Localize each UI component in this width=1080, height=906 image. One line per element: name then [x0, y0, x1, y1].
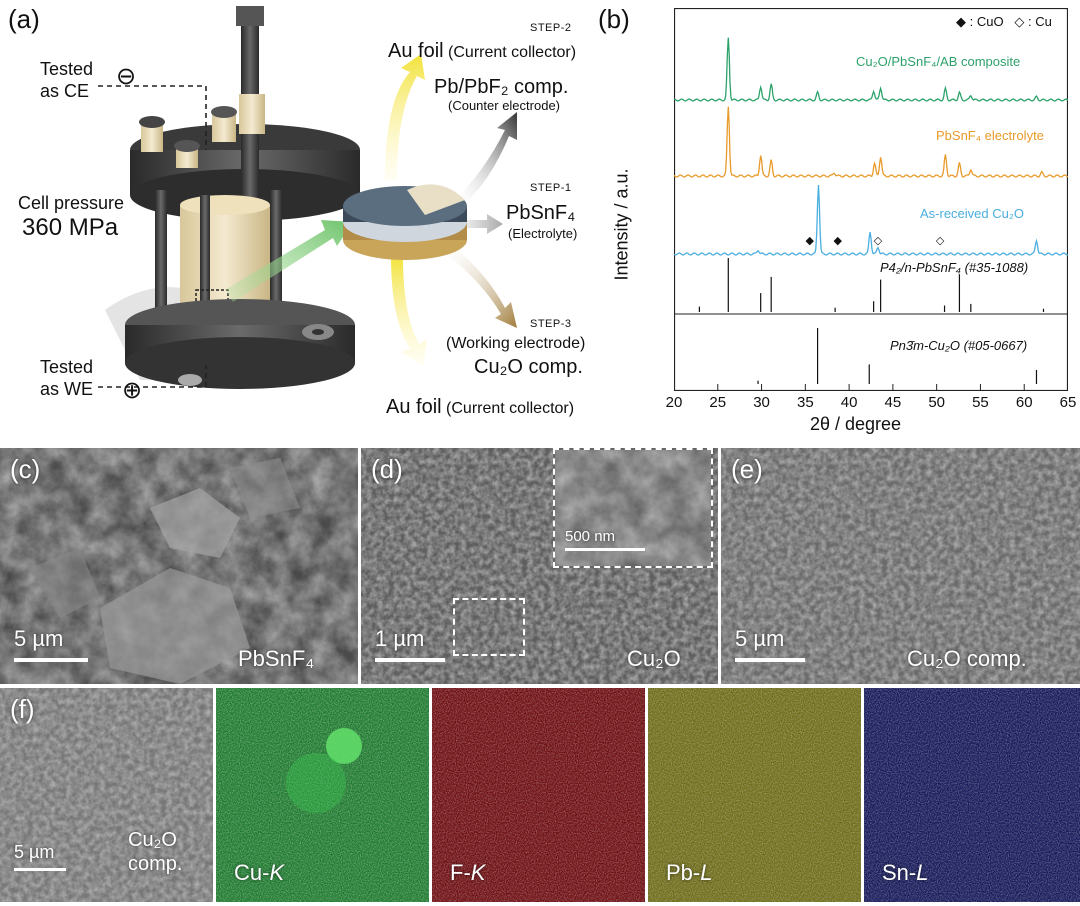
- cell-stack-diagram: [225, 54, 517, 366]
- counter-electrode-note: (Counter electrode): [448, 98, 560, 113]
- y-axis-label: Intensity / a.u.: [611, 168, 632, 281]
- legend-cuo-cu: ◆ : CuO ◇ : Cu: [956, 14, 1052, 30]
- scale-label-c: 5 µm: [14, 626, 64, 651]
- xrd-series-2: [674, 184, 1068, 256]
- pb-comp-label: Pb/PbF₂ comp.: [434, 76, 569, 98]
- xrd-series-1: [674, 106, 1068, 178]
- cu2o-comp-label: Cu₂O comp.: [474, 356, 583, 378]
- legend-cuo: ◆ : CuO: [956, 14, 1004, 29]
- series-label-electrolyte: PbSnF₄ electrolyte: [936, 128, 1044, 143]
- x-tick-label-60: 60: [1015, 394, 1033, 411]
- x-tick-labels: 20 25 30 35 40 45 50 55 60 65: [666, 394, 1077, 414]
- y-axis-label-wrap: Intensity / a.u.: [612, 94, 632, 354]
- x-tick-label-25: 25: [709, 394, 727, 411]
- inset-scale-bar: [565, 548, 645, 551]
- working-electrode-note: (Working electrode): [446, 335, 586, 352]
- eds-sem-image: (f) 5 µm Cu₂O comp.: [0, 688, 213, 902]
- step-2-label: STEP-2: [530, 22, 572, 34]
- sem-image-cu2o-comp: (e) 5 µm Cu₂O comp.: [721, 448, 1080, 684]
- marker-cu-0: ◇: [874, 235, 883, 247]
- panel-a-label: (a): [8, 4, 40, 34]
- tested-leads: [98, 85, 207, 388]
- series-label-cu2o: As-received Cu₂O: [920, 206, 1025, 221]
- sample-name-d: Cu₂O: [627, 646, 681, 671]
- minus-circle-icon: ⊖: [116, 63, 137, 90]
- scale-bar-f: [14, 868, 66, 871]
- marker-cu-1: ◇: [936, 235, 945, 247]
- panel-b-label: (b): [598, 4, 630, 34]
- ref-label-pbsnf4: P4₂/n-PbSnF₄ (#35-1088): [880, 260, 1029, 275]
- series-label-composite: Cu₂O/PbSnF₄/AB composite: [856, 54, 1021, 69]
- scale-bar-c: [14, 658, 88, 662]
- eds-label-f: F-K: [450, 860, 486, 885]
- tested-as-we-label: Tested as WE: [40, 357, 94, 399]
- marker-cuo-0: ◆: [805, 235, 814, 247]
- zoom-region-box: [453, 598, 525, 656]
- panel-e-label: (e): [731, 454, 763, 484]
- x-tick-label-50: 50: [928, 394, 945, 411]
- plus-circle-icon: ⊕: [122, 377, 143, 404]
- marker-cuo-1: ◆: [833, 235, 842, 247]
- eds-map-cu: Cu-K: [216, 688, 429, 902]
- eds-map-pb: Pb-L: [648, 688, 861, 902]
- cell-pressure-label: Cell pressure: [18, 193, 125, 213]
- scale-bar-d: [375, 658, 445, 662]
- scale-label-e: 5 µm: [735, 626, 785, 651]
- sem-image-cu2o: (d) 500 nm 1 µm Cu₂O: [361, 448, 718, 684]
- au-foil-top-label: Au foil (Current collector): [388, 40, 577, 62]
- tested-as-ce-label: Tested as CE: [40, 59, 94, 101]
- x-tick-label-35: 35: [796, 394, 814, 411]
- x-axis-label: 2θ / degree: [810, 414, 902, 434]
- panel-c-label: (c): [10, 454, 41, 484]
- scale-label-f: 5 µm: [14, 842, 55, 862]
- sample-name-c: PbSnF₄: [238, 646, 315, 671]
- eds-label-sn: Sn-L: [882, 860, 929, 885]
- eds-label-cu: Cu-K: [234, 860, 285, 885]
- step-3-label: STEP-3: [530, 318, 572, 330]
- x-tick-label-65: 65: [1059, 394, 1077, 411]
- ref-label-cu2o: Pn3̄m-Cu₂O (#05-0667): [890, 338, 1028, 353]
- x-tick-label-40: 40: [840, 394, 858, 411]
- panel-f-label: (f): [10, 694, 35, 724]
- electrolyte-note: (Electrolyte): [508, 226, 578, 241]
- legend-cu: ◇ : Cu: [1014, 14, 1052, 29]
- eds-label-pb: Pb-L: [666, 860, 713, 885]
- sem-image-pbsnf4: (c) 5 µm PbSnF₄: [0, 448, 358, 684]
- eds-map-sn: Sn-L: [864, 688, 1080, 902]
- step-1-label: STEP-1: [530, 182, 572, 194]
- sample-name-f: Cu₂O comp.: [128, 829, 183, 875]
- x-tick-label-30: 30: [753, 394, 770, 411]
- electrolyte-label: PbSnF₄: [506, 202, 576, 224]
- scale-label-d: 1 µm: [375, 626, 425, 651]
- inset-scale-label: 500 nm: [565, 528, 616, 545]
- press-cell-illustration: [105, 6, 360, 389]
- xrd-plot: ◆ ◆ ◇ ◇: [674, 8, 1068, 391]
- pressure-value: 360 MPa: [22, 214, 119, 241]
- x-tick-label-45: 45: [884, 394, 902, 411]
- scale-bar-e: [735, 658, 805, 662]
- sample-name-e: Cu₂O comp.: [907, 646, 1027, 671]
- au-foil-bottom-label: Au foil (Current collector): [386, 396, 575, 418]
- eds-map-f: F-K: [432, 688, 645, 902]
- panel-d-label: (d): [371, 454, 403, 484]
- xrd-series-0: [674, 37, 1068, 102]
- x-tick-label-20: 20: [665, 394, 683, 411]
- plot-frame: [674, 8, 1068, 391]
- x-tick-label-55: 55: [972, 394, 989, 411]
